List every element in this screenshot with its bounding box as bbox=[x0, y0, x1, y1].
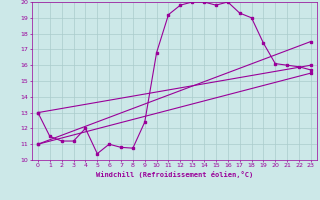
X-axis label: Windchill (Refroidissement éolien,°C): Windchill (Refroidissement éolien,°C) bbox=[96, 171, 253, 178]
